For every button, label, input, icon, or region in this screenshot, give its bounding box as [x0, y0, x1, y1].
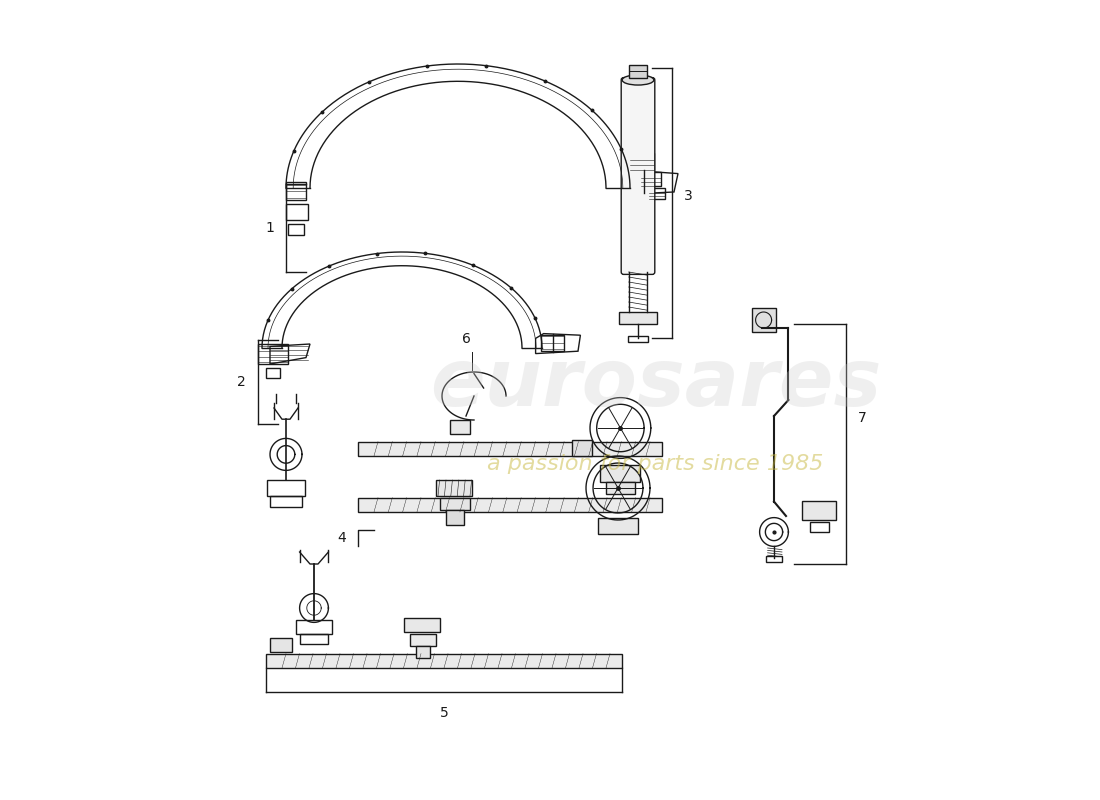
Text: 4: 4 — [338, 530, 346, 545]
Ellipse shape — [623, 75, 653, 85]
Text: 7: 7 — [858, 411, 867, 425]
FancyBboxPatch shape — [621, 78, 654, 274]
FancyBboxPatch shape — [416, 646, 430, 658]
FancyBboxPatch shape — [358, 498, 662, 512]
Text: 5: 5 — [440, 706, 449, 721]
Text: 1: 1 — [265, 221, 274, 235]
Text: 2: 2 — [238, 375, 246, 389]
Text: eurosares: eurosares — [430, 345, 881, 423]
FancyBboxPatch shape — [751, 308, 776, 332]
FancyBboxPatch shape — [601, 465, 640, 482]
FancyBboxPatch shape — [572, 440, 593, 456]
Text: 3: 3 — [684, 189, 693, 203]
Text: 6: 6 — [462, 333, 471, 346]
FancyBboxPatch shape — [440, 498, 470, 510]
FancyBboxPatch shape — [405, 618, 440, 632]
FancyBboxPatch shape — [358, 442, 662, 456]
FancyBboxPatch shape — [410, 634, 436, 646]
FancyBboxPatch shape — [446, 510, 463, 525]
FancyBboxPatch shape — [629, 65, 647, 78]
FancyBboxPatch shape — [437, 480, 472, 496]
FancyBboxPatch shape — [802, 501, 836, 520]
FancyBboxPatch shape — [266, 654, 622, 668]
FancyBboxPatch shape — [606, 482, 635, 494]
Text: a passion for parts since 1985: a passion for parts since 1985 — [487, 454, 824, 474]
FancyBboxPatch shape — [619, 312, 657, 324]
FancyBboxPatch shape — [598, 518, 638, 534]
FancyBboxPatch shape — [450, 420, 470, 434]
FancyBboxPatch shape — [270, 638, 293, 652]
